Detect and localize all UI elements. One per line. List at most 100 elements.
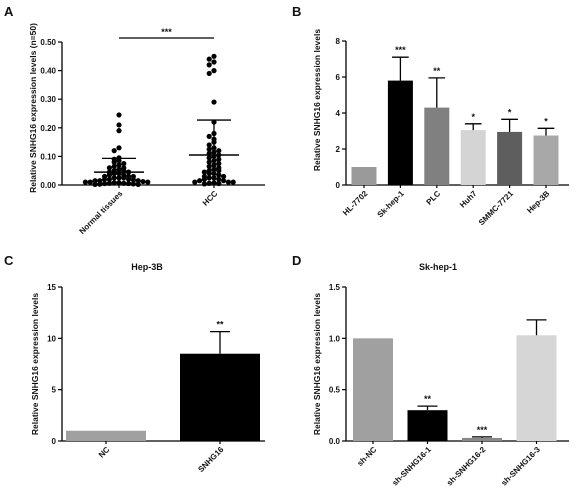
data-point <box>206 146 212 152</box>
x-tick-label: Sk-hep-1 <box>376 189 407 220</box>
data-point <box>126 180 132 187</box>
data-point <box>116 145 122 151</box>
x-tick-label: HL-7702 <box>341 189 370 218</box>
x-tick-label: sh-SNHG16-3 <box>499 445 542 488</box>
panel-letter-a: A <box>4 4 14 19</box>
bar <box>180 353 260 441</box>
data-point <box>111 148 117 154</box>
data-point <box>116 128 122 134</box>
bar <box>462 437 502 441</box>
x-tick-label: HCC <box>201 189 220 208</box>
y-tick-label: 5 <box>52 386 57 395</box>
y-tick-label: 0 <box>336 181 341 190</box>
significance-label: * <box>544 116 548 126</box>
bar <box>387 80 413 185</box>
y-tick-label: 0.30 <box>40 95 56 104</box>
data-point <box>111 163 117 170</box>
data-point <box>206 170 212 177</box>
y-tick-label: 0.5 <box>329 386 341 395</box>
data-point <box>211 59 217 65</box>
data-point <box>87 179 93 185</box>
data-point <box>211 166 217 172</box>
y-tick-label: 0.40 <box>40 67 56 76</box>
y-tick-label: 0.10 <box>40 152 56 161</box>
data-point <box>121 180 127 186</box>
y-axis-label: Relative SNHG16 expression levels <box>312 29 322 171</box>
data-point <box>211 180 217 186</box>
y-tick-label: 0.00 <box>40 181 56 190</box>
panel-letter-d: D <box>292 253 301 268</box>
y-tick-label: 1.0 <box>329 334 341 343</box>
bar <box>460 130 486 185</box>
data-point <box>216 176 222 182</box>
y-tick-label: 0.50 <box>40 38 56 47</box>
bar <box>66 430 146 441</box>
data-point <box>140 178 146 185</box>
data-point <box>121 160 127 167</box>
panel-letter-c: C <box>4 253 14 268</box>
data-point <box>216 160 222 167</box>
data-point <box>116 112 122 118</box>
data-point <box>211 158 217 164</box>
bar <box>351 167 377 185</box>
data-point <box>206 155 212 161</box>
chart-title: Sk-hep-1 <box>419 262 457 272</box>
significance-label: ** <box>433 66 441 76</box>
y-tick-label: 0 <box>52 437 57 446</box>
panel-c: C Hep-3B Relative SNHG16 expression leve… <box>4 253 265 474</box>
data-point <box>130 177 136 183</box>
significance-label: * <box>508 107 512 117</box>
significance-label: * <box>471 112 475 122</box>
data-point <box>206 56 212 62</box>
data-point <box>211 68 217 74</box>
data-point <box>145 179 151 185</box>
bar <box>516 335 557 441</box>
data-point <box>201 169 207 175</box>
data-point <box>97 181 103 187</box>
chart-title: Hep-3B <box>131 262 163 272</box>
data-point <box>106 176 112 182</box>
y-axis-label: Relative SNHG16 expression levels <box>30 293 40 435</box>
data-point <box>216 172 222 178</box>
bar <box>424 107 450 185</box>
bar <box>353 338 393 441</box>
significance-label: ** <box>424 394 432 404</box>
x-tick-label: sh-SNHG16-1 <box>390 445 433 488</box>
significance-label: ** <box>216 320 224 330</box>
data-point <box>211 175 217 181</box>
data-point <box>211 170 217 177</box>
data-point <box>206 159 212 165</box>
y-tick-label: 10 <box>47 334 56 343</box>
data-point <box>206 180 212 186</box>
data-point <box>216 168 222 174</box>
data-point <box>206 175 212 181</box>
y-axis-label: Relative SNHG16 expression levels <box>312 293 322 435</box>
x-tick-label: PLC <box>425 189 443 207</box>
y-tick-label: 1.5 <box>329 283 341 292</box>
data-point <box>221 173 227 180</box>
significance-label: *** <box>161 27 172 37</box>
x-tick-label: SNHG16 <box>196 445 225 474</box>
data-point <box>216 148 222 154</box>
x-tick-label: Normal tissues <box>77 189 124 236</box>
data-point <box>111 159 117 165</box>
data-point <box>116 180 122 186</box>
data-point <box>211 53 217 59</box>
x-tick-label: sh-SNHG16-2 <box>445 445 488 488</box>
data-point <box>206 163 212 170</box>
data-point <box>206 70 212 77</box>
y-tick-label: 15 <box>47 283 56 292</box>
data-point <box>211 162 217 168</box>
bar <box>497 131 523 185</box>
y-tick-label: 8 <box>336 37 341 46</box>
data-point <box>206 133 212 139</box>
data-point <box>130 181 136 187</box>
data-point <box>197 178 203 184</box>
bar <box>533 135 559 185</box>
data-point <box>211 99 217 105</box>
data-point <box>206 62 212 68</box>
data-point <box>106 172 112 178</box>
data-point <box>201 181 207 187</box>
data-point <box>126 176 132 182</box>
